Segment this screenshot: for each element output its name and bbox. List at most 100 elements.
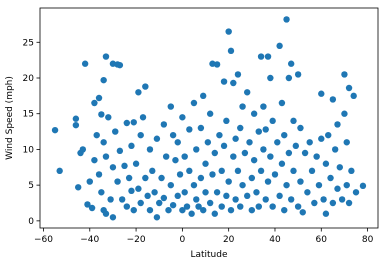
point bbox=[250, 110, 258, 117]
point bbox=[139, 114, 147, 121]
x-tick-label: 20 bbox=[223, 235, 235, 245]
point bbox=[220, 78, 228, 85]
point bbox=[287, 196, 295, 203]
point bbox=[234, 71, 242, 78]
point bbox=[179, 114, 186, 121]
point bbox=[130, 119, 137, 126]
point bbox=[264, 53, 272, 60]
point bbox=[329, 96, 337, 103]
point bbox=[294, 71, 302, 78]
x-tick-label: 60 bbox=[316, 235, 328, 245]
point bbox=[230, 153, 237, 160]
point bbox=[107, 196, 114, 203]
point bbox=[216, 131, 223, 139]
x-tick-label: 40 bbox=[269, 235, 281, 245]
point bbox=[220, 142, 228, 150]
point bbox=[112, 128, 119, 135]
point bbox=[322, 210, 330, 217]
point bbox=[260, 146, 267, 153]
point bbox=[109, 164, 117, 171]
point bbox=[283, 181, 290, 189]
point bbox=[193, 196, 200, 203]
point bbox=[341, 71, 348, 78]
point bbox=[121, 162, 128, 170]
point bbox=[88, 204, 96, 212]
point bbox=[95, 171, 103, 178]
y-tick-label: 20 bbox=[23, 74, 35, 84]
point bbox=[278, 99, 286, 107]
x-tick-label: −20 bbox=[127, 235, 146, 245]
point bbox=[250, 156, 258, 164]
point bbox=[341, 110, 348, 117]
point bbox=[56, 167, 63, 175]
point bbox=[262, 196, 269, 203]
point bbox=[274, 139, 281, 146]
point bbox=[135, 89, 142, 96]
point bbox=[213, 61, 221, 68]
x-tick-label: −60 bbox=[34, 235, 53, 245]
point bbox=[257, 53, 265, 60]
x-axis-label: Latitude bbox=[190, 250, 228, 260]
point bbox=[195, 203, 202, 210]
point bbox=[225, 178, 232, 185]
point bbox=[118, 196, 126, 203]
point bbox=[102, 210, 110, 217]
point bbox=[278, 160, 286, 167]
point bbox=[338, 196, 346, 203]
point bbox=[179, 206, 186, 214]
point bbox=[294, 203, 302, 210]
point bbox=[86, 178, 93, 185]
point bbox=[285, 74, 293, 82]
point bbox=[169, 201, 177, 209]
point bbox=[81, 60, 89, 67]
point bbox=[213, 189, 221, 196]
point bbox=[74, 184, 82, 191]
point bbox=[234, 167, 242, 175]
point bbox=[100, 76, 107, 84]
point bbox=[232, 196, 239, 203]
point bbox=[100, 139, 107, 146]
point bbox=[128, 187, 135, 195]
y-tick-label: 25 bbox=[23, 38, 34, 48]
point bbox=[306, 139, 313, 146]
point bbox=[202, 189, 209, 196]
point bbox=[206, 110, 214, 117]
point bbox=[218, 167, 225, 175]
point bbox=[311, 199, 318, 207]
point bbox=[327, 174, 334, 182]
point bbox=[98, 111, 105, 118]
point bbox=[322, 160, 330, 167]
point bbox=[188, 210, 195, 217]
point bbox=[190, 181, 198, 189]
point bbox=[287, 60, 295, 67]
point bbox=[348, 167, 355, 175]
point bbox=[223, 117, 230, 125]
point bbox=[264, 178, 272, 185]
x-tick-label: 0 bbox=[180, 235, 186, 245]
point bbox=[269, 203, 276, 210]
point bbox=[334, 121, 341, 128]
point bbox=[204, 139, 212, 146]
point bbox=[281, 131, 288, 139]
point bbox=[276, 192, 283, 200]
point bbox=[197, 174, 205, 182]
point bbox=[116, 147, 124, 155]
point bbox=[72, 121, 80, 129]
point bbox=[225, 28, 232, 35]
point bbox=[230, 79, 237, 87]
point bbox=[142, 83, 149, 90]
point bbox=[318, 135, 325, 142]
point bbox=[281, 206, 288, 214]
point bbox=[167, 181, 175, 189]
point bbox=[114, 178, 121, 185]
point bbox=[331, 146, 339, 153]
point bbox=[146, 146, 154, 153]
point bbox=[158, 174, 165, 182]
point bbox=[181, 153, 188, 160]
point bbox=[206, 199, 214, 207]
point bbox=[211, 210, 218, 217]
point bbox=[292, 142, 300, 150]
point bbox=[232, 135, 239, 142]
point bbox=[149, 167, 156, 175]
